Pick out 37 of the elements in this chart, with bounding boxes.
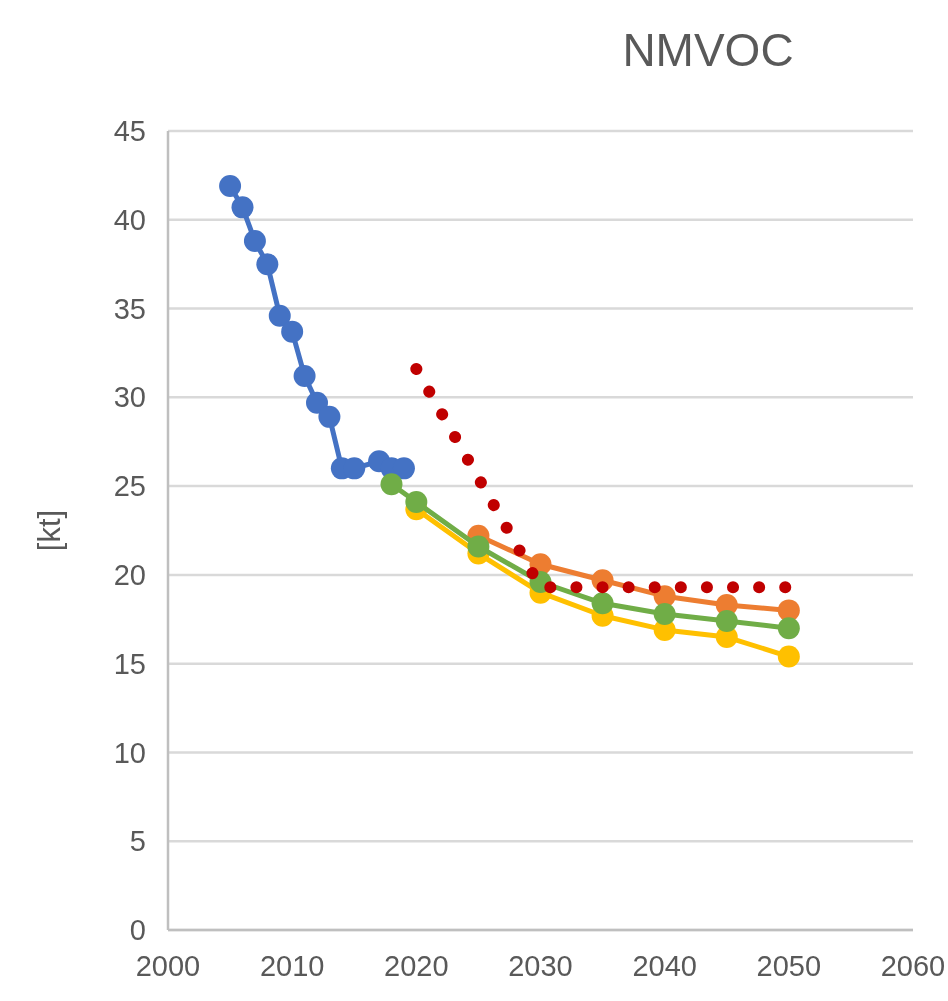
x-tick-label: 2040 [632,950,697,982]
y-tick-label: 5 [129,825,146,858]
y-tick-label: 10 [113,736,146,769]
point [243,230,266,253]
point [281,320,304,343]
y-axis-title: [kt] [32,509,67,552]
x-tick-label: 2010 [259,950,325,982]
point [405,491,428,514]
y-tick-label: 30 [113,381,146,414]
point [591,592,614,615]
point [467,535,490,558]
chart-title: NMVOC [622,24,794,76]
y-tick-label: 25 [113,470,146,503]
point [715,610,738,633]
point [777,617,800,640]
point [777,599,800,622]
x-tick-label: 2060 [880,950,946,982]
point [380,473,403,496]
point [653,602,676,625]
y-tick-label: 15 [113,647,146,680]
point [268,304,291,327]
point [777,645,800,668]
x-tick-label: 2020 [384,950,449,982]
x-tick-label: 2050 [756,950,822,982]
y-tick-label: 20 [113,559,146,592]
point [256,253,279,276]
x-tick-label: 2030 [508,950,573,982]
x-tick-label: 2000 [135,950,201,982]
point [306,391,328,414]
y-tick-label: 45 [113,115,146,148]
point [293,365,316,388]
point [318,405,341,428]
y-tick-label: 0 [129,914,146,947]
y-tick-label: 35 [113,292,146,325]
point [231,196,254,219]
point [219,175,242,198]
y-tick-label: 40 [113,203,146,236]
